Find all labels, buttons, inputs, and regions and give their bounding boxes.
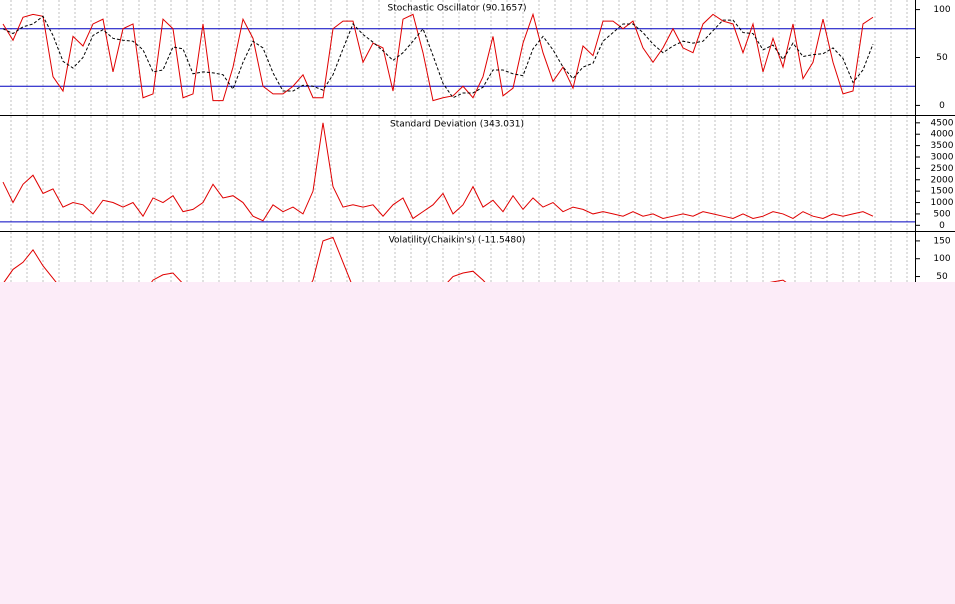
y-tick-label: 500: [933, 209, 950, 219]
y-tick-label: 100: [933, 254, 950, 264]
y-tick-label: 50: [936, 272, 948, 282]
overlay: [0, 282, 955, 604]
y-tick-label: 1000: [931, 198, 954, 208]
y-tick-label: 0: [939, 101, 945, 111]
y-tick-label: 4000: [931, 130, 954, 140]
y-tick-label: 0: [939, 221, 945, 231]
panel: [0, 116, 915, 231]
y-tick-label: 100: [933, 5, 950, 15]
panel-title: Standard Deviation (343.031): [390, 120, 524, 130]
y-tick-label: 150: [933, 236, 950, 246]
series-line: [2, 122, 874, 222]
panel: [0, 0, 915, 115]
y-tick-label: 50: [936, 53, 948, 63]
y-tick-label: 3500: [931, 141, 954, 151]
series-line: [2, 12, 874, 102]
y-tick-label: 2000: [931, 175, 954, 185]
y-tick-label: 2500: [931, 164, 954, 174]
y-tick-label: 3000: [931, 152, 954, 162]
y-tick-label: 1500: [931, 187, 954, 197]
series-line: [2, 15, 874, 99]
y-tick-label: 4500: [931, 118, 954, 128]
panel-title: Volatility(Chaikin's) (-11.5480): [389, 236, 526, 246]
panel-title: Stochastic Oscillator (90.1657): [387, 4, 526, 14]
